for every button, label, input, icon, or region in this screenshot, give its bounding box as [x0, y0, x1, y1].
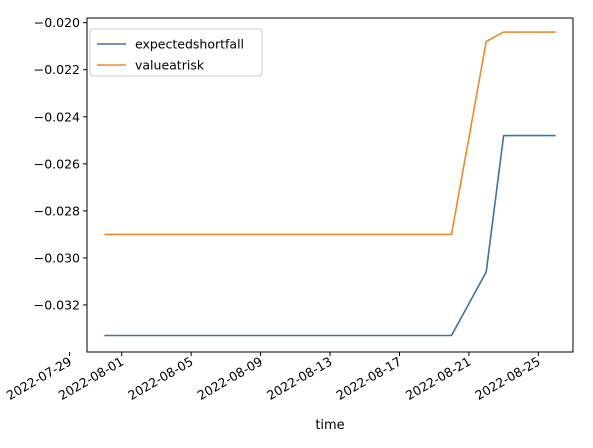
legend-box	[89, 28, 263, 77]
x-tick-label: 2022-08-13	[264, 354, 334, 403]
x-tick-label: 2022-08-05	[125, 354, 195, 403]
legend-label: expectedshortfall	[135, 37, 244, 52]
y-tick-label: −0.024	[34, 109, 80, 124]
y-tick-label: −0.020	[34, 15, 80, 30]
y-tick-label: −0.022	[34, 62, 80, 77]
legend: expectedshortfall valueatrisk	[89, 28, 263, 77]
x-tick-label: 2022-08-17	[334, 354, 404, 403]
x-tick-label: 2022-08-21	[403, 354, 473, 403]
series-lines	[104, 31, 556, 337]
y-tick-label: −0.032	[34, 297, 80, 312]
y-tick-label: −0.026	[34, 156, 80, 171]
x-tick-label: 2022-08-25	[472, 354, 542, 403]
y-tick-label: −0.028	[34, 203, 80, 218]
x-axis-title: time	[315, 418, 344, 433]
series-line-expectedshortfall	[104, 134, 556, 337]
legend-label: valueatrisk	[135, 58, 205, 73]
y-tick-label: −0.030	[34, 250, 80, 265]
series-line-valueatrisk	[104, 31, 556, 236]
x-tick-label: 2022-08-09	[195, 354, 265, 403]
y-axis: −0.032 −0.030 −0.028 −0.026 −0.024 −0.022 −0.0…	[34, 15, 87, 312]
